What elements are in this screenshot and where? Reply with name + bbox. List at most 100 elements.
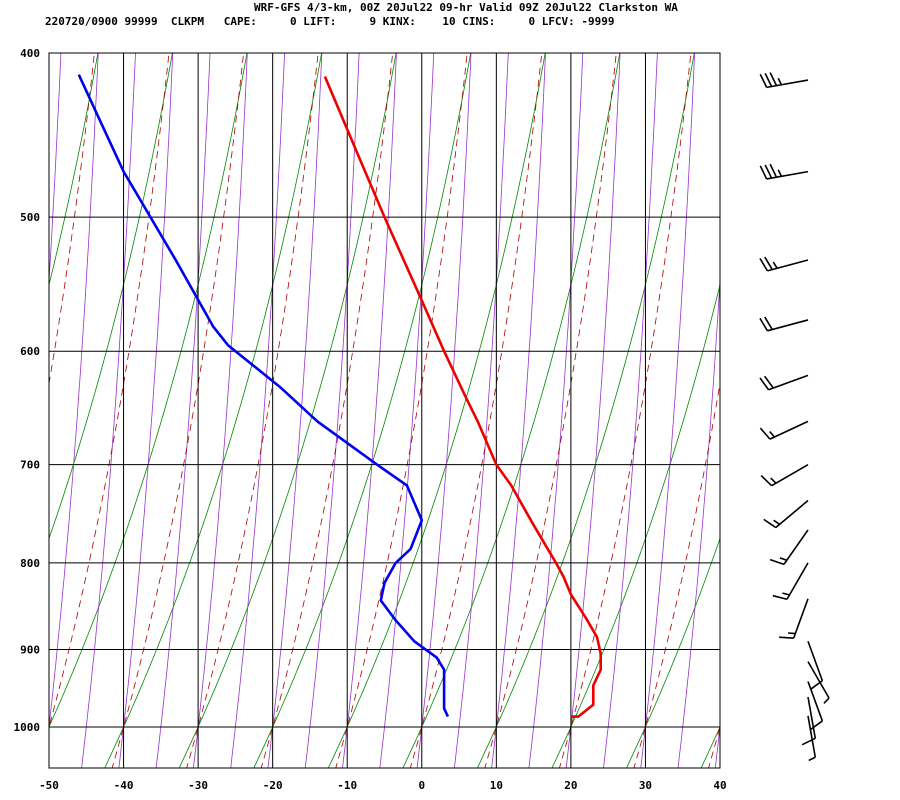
moist-adiabat [640, 53, 696, 768]
moist-adiabat [49, 53, 62, 288]
moist-adiabat [304, 53, 360, 768]
mixing-line [49, 53, 173, 540]
mixing-line [775, 34, 900, 770]
wind-barb [759, 256, 809, 272]
wind-barb-shaft [783, 529, 809, 565]
x-tick-label: 40 [713, 779, 726, 792]
wind-barb-shaft [792, 598, 809, 639]
wind-barb-half-flag [769, 430, 776, 438]
mixing-line [626, 537, 720, 768]
wind-barb-flag [772, 594, 788, 601]
moist-adiabat [827, 34, 882, 770]
moist-adiabat [677, 273, 720, 768]
wind-barb-flag [759, 317, 769, 332]
wind-barb-half-flag [772, 261, 778, 269]
moist-adiabat [379, 53, 435, 768]
mixing-line [253, 53, 472, 768]
moist-adiabat [528, 53, 584, 768]
mixing-line [700, 726, 720, 768]
wind-barb-shaft [767, 319, 809, 332]
moist-adiabat [864, 34, 900, 770]
wind-barb [807, 661, 830, 704]
dry-adiabat [857, 34, 900, 770]
wind-barb-shaft [767, 259, 809, 272]
dry-adiabat [633, 381, 720, 768]
wind-barb-half-flag [808, 756, 816, 762]
wind-barb-flag [760, 474, 773, 487]
moist-adiabat [342, 53, 397, 768]
dry-adiabat [111, 53, 245, 768]
wind-barb-flag [769, 72, 778, 86]
wind-barb [772, 562, 809, 601]
wind-barb-flag [764, 164, 773, 179]
moist-adiabat [267, 53, 323, 768]
y-tick-labels: 400 500 600 700 800 900 1000 [14, 47, 41, 734]
y-tick-label: 1000 [14, 721, 41, 734]
wind-barb [759, 420, 809, 440]
y-tick-label: 400 [20, 47, 40, 60]
x-tick-label: 10 [490, 779, 503, 792]
wind-barb-flag [763, 518, 777, 529]
mixing-line [551, 283, 720, 768]
moist-adiabat [49, 53, 99, 731]
dry-adiabat [49, 53, 95, 386]
dry-adiabat [186, 53, 319, 768]
wind-barb-half-flag [823, 697, 830, 704]
moist-adiabat [155, 53, 211, 768]
wind-barb-flag [810, 720, 823, 731]
wind-barb-shaft [771, 463, 809, 487]
wind-barb [759, 72, 809, 89]
x-tick-label: -50 [39, 779, 59, 792]
wind-barb [801, 696, 817, 746]
y-tick-label: 600 [20, 345, 40, 358]
dry-adiabat [49, 53, 170, 729]
dry-adiabat [708, 725, 720, 768]
wind-barb-flag [759, 165, 768, 180]
mixing-line [49, 53, 99, 287]
moist-adiabat [752, 34, 807, 770]
moist-adiabat [118, 53, 174, 768]
mixing-line [402, 53, 621, 768]
wind-barb-half-flag [788, 632, 796, 635]
moist-adiabat [416, 53, 472, 768]
dry-adiabat [0, 34, 22, 770]
wind-barb-shaft [766, 79, 809, 89]
wind-barb [759, 163, 809, 180]
wind-barb-shaft [768, 374, 809, 391]
mixing-line [476, 53, 695, 768]
wind-barb-shaft [769, 420, 809, 440]
moist-adiabat [230, 53, 286, 768]
profiles [77, 74, 603, 718]
wind-barb-flag [759, 257, 769, 272]
x-tick-label: 0 [418, 779, 425, 792]
x-tick-label: -30 [188, 779, 208, 792]
wind-barb-half-flag [782, 592, 790, 596]
dry-adiabat [559, 53, 692, 768]
chart-title: WRF-GFS 4/3-km, 00Z 20Jul22 09-hr Valid … [254, 1, 678, 14]
wind-barb-flag [764, 256, 773, 270]
moist-adiabat [81, 53, 136, 768]
wind-barb-shaft [807, 661, 830, 699]
moist-adiabat [714, 723, 720, 768]
wind-barb [759, 316, 809, 332]
wind-barb [807, 681, 824, 731]
wind-barb-half-flag [777, 77, 783, 86]
dry-adiabat [260, 53, 394, 768]
y-tick-label: 900 [20, 643, 40, 656]
wind-barb-flag [769, 163, 778, 178]
wind-barb [763, 499, 809, 529]
y-tick-label: 800 [20, 557, 40, 570]
plot-frame [48, 52, 721, 769]
wind-barb-shaft [807, 641, 824, 682]
mixing-line [49, 53, 248, 728]
dry-adiabat [409, 53, 543, 768]
moist-adiabat [565, 53, 621, 768]
wind-barb-flag [764, 73, 773, 87]
x-tick-label: -10 [337, 779, 357, 792]
dry-adiabat [484, 53, 617, 768]
mixing-line [104, 53, 323, 768]
x-tick-label: -20 [263, 779, 283, 792]
moist-adiabat [790, 34, 845, 770]
wind-barb-shaft [807, 696, 817, 739]
